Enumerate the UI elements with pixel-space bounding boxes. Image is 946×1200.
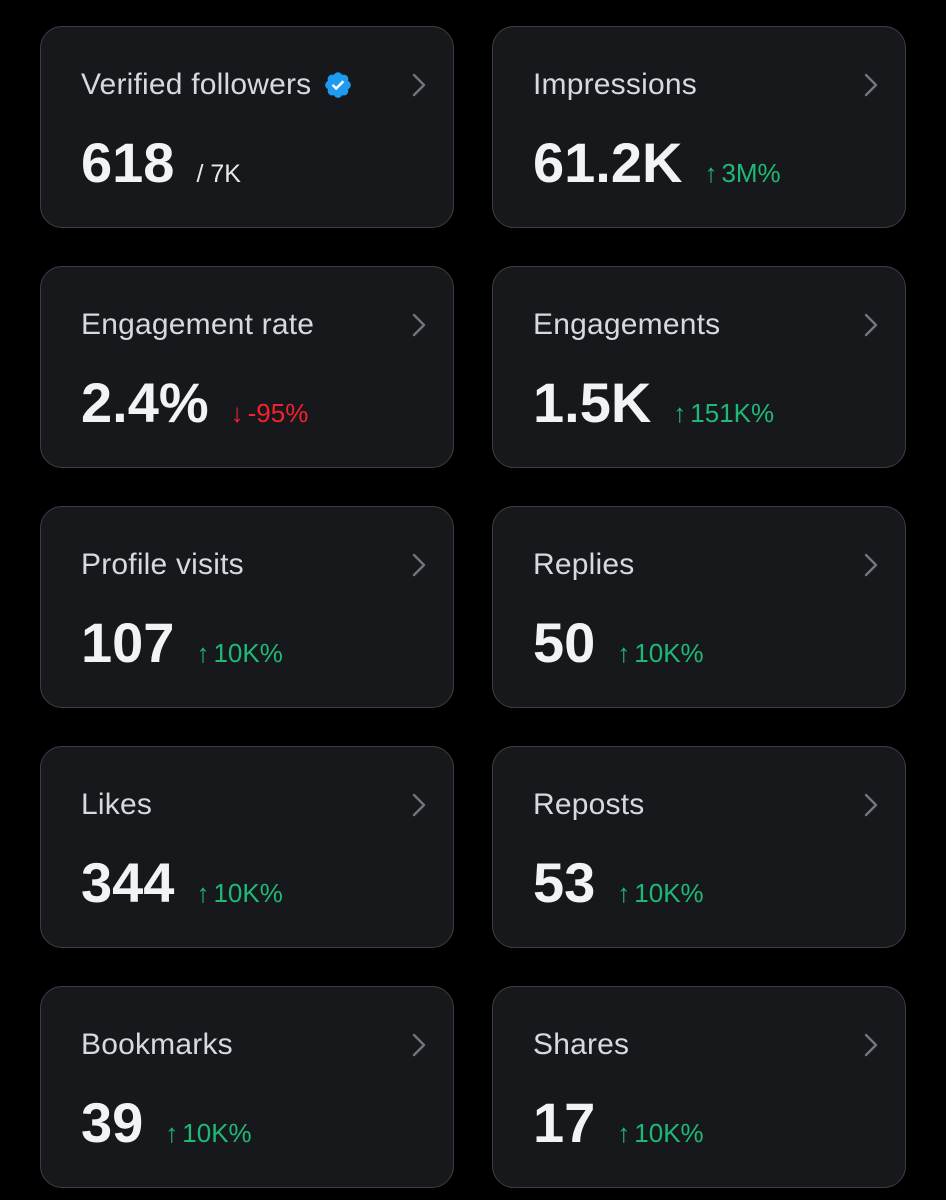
arrow-up-icon: ↑ (196, 638, 210, 668)
value-row: 618 / 7K (81, 131, 241, 195)
card-impressions[interactable]: Impressions 61.2K ↑ 3M% (492, 26, 906, 228)
metric-value: 39 (81, 1091, 144, 1154)
chevron-right-icon[interactable] (407, 551, 431, 579)
value-row: 344 ↑ 10K% (81, 851, 283, 915)
metric-value: 50 (533, 611, 596, 674)
card-engagements[interactable]: Engagements 1.5K ↑ 151K% (492, 266, 906, 468)
metric-change: ↑ 10K% (617, 1118, 703, 1149)
card-title: Likes (81, 788, 153, 821)
arrow-up-icon: ↑ (673, 398, 687, 428)
arrow-up-icon: ↑ (165, 1118, 179, 1148)
change-value: 10K% (182, 1118, 252, 1148)
card-title: Shares (533, 1028, 630, 1061)
chevron-right-icon[interactable] (859, 551, 883, 579)
change-value: 10K% (213, 638, 283, 668)
change-value: 151K% (690, 398, 775, 428)
arrow-up-icon: ↑ (196, 878, 210, 908)
change-value: -95% (247, 398, 309, 428)
metric-value: 53 (533, 851, 596, 914)
card-title-wrap: Bookmarks (81, 1027, 233, 1063)
card-title: Verified followers (81, 68, 312, 101)
value-row: 107 ↑ 10K% (81, 611, 283, 675)
arrow-up-icon: ↑ (617, 878, 631, 908)
value-row: 17 ↑ 10K% (533, 1091, 704, 1155)
card-title-wrap: Shares (533, 1027, 629, 1063)
chevron-right-icon[interactable] (859, 71, 883, 99)
arrow-down-icon: ↓ (230, 398, 244, 428)
change-value: 10K% (213, 878, 283, 908)
metric-change: ↑ 151K% (673, 398, 774, 429)
metrics-grid: Verified followers 618 / 7K Impressions … (40, 26, 906, 1188)
chevron-right-icon[interactable] (859, 791, 883, 819)
metric-change: ↑ 10K% (196, 638, 282, 669)
metric-limit: / 7K (196, 160, 241, 188)
value-row: 53 ↑ 10K% (533, 851, 704, 915)
card-title-wrap: Likes (81, 787, 152, 823)
chevron-right-icon[interactable] (859, 311, 883, 339)
arrow-up-icon: ↑ (617, 638, 631, 668)
card-likes[interactable]: Likes 344 ↑ 10K% (40, 746, 454, 948)
card-title-wrap: Profile visits (81, 547, 244, 583)
card-engagement-rate[interactable]: Engagement rate 2.4% ↓ -95% (40, 266, 454, 468)
metric-change: ↑ 10K% (617, 638, 703, 669)
metric-change: ↑ 10K% (617, 878, 703, 909)
arrow-up-icon: ↑ (704, 158, 718, 188)
card-reposts[interactable]: Reposts 53 ↑ 10K% (492, 746, 906, 948)
metric-value: 107 (81, 611, 175, 674)
value-row: 61.2K ↑ 3M% (533, 131, 781, 195)
chevron-right-icon[interactable] (407, 311, 431, 339)
card-profile-visits[interactable]: Profile visits 107 ↑ 10K% (40, 506, 454, 708)
card-title: Profile visits (81, 548, 244, 581)
value-row: 39 ↑ 10K% (81, 1091, 252, 1155)
change-value: 10K% (634, 1118, 704, 1148)
chevron-right-icon[interactable] (407, 1031, 431, 1059)
change-value: 10K% (634, 638, 704, 668)
value-row: 1.5K ↑ 151K% (533, 371, 774, 435)
metric-value: 17 (533, 1091, 596, 1154)
metric-change: ↑ 10K% (196, 878, 282, 909)
card-shares[interactable]: Shares 17 ↑ 10K% (492, 986, 906, 1188)
value-row: 2.4% ↓ -95% (81, 371, 308, 435)
card-title: Engagement rate (81, 308, 315, 341)
metric-value: 1.5K (533, 371, 652, 434)
card-title-wrap: Reposts (533, 787, 644, 823)
change-value: 10K% (634, 878, 704, 908)
chevron-right-icon[interactable] (407, 71, 431, 99)
card-title-wrap: Replies (533, 547, 634, 583)
metric-change: ↑ 10K% (165, 1118, 251, 1149)
card-title-wrap: Verified followers (81, 67, 353, 103)
card-title: Reposts (533, 788, 645, 821)
card-title-wrap: Impressions (533, 67, 697, 103)
card-title: Bookmarks (81, 1028, 233, 1061)
card-verified-followers[interactable]: Verified followers 618 / 7K (40, 26, 454, 228)
card-title-wrap: Engagements (533, 307, 720, 343)
metric-value: 61.2K (533, 131, 683, 194)
arrow-up-icon: ↑ (617, 1118, 631, 1148)
metric-value: 2.4% (81, 371, 209, 434)
metric-change: ↓ -95% (231, 398, 309, 429)
chevron-right-icon[interactable] (859, 1031, 883, 1059)
card-title: Engagements (533, 308, 721, 341)
verified-badge-icon (325, 72, 352, 98)
metric-value: 618 (81, 131, 175, 194)
card-bookmarks[interactable]: Bookmarks 39 ↑ 10K% (40, 986, 454, 1188)
card-title: Impressions (533, 68, 697, 101)
card-replies[interactable]: Replies 50 ↑ 10K% (492, 506, 906, 708)
metric-value: 344 (81, 851, 175, 914)
card-title: Replies (533, 548, 635, 581)
chevron-right-icon[interactable] (407, 791, 431, 819)
metric-change: ↑ 3M% (704, 158, 780, 189)
change-value: 3M% (721, 158, 781, 188)
card-title-wrap: Engagement rate (81, 307, 314, 343)
value-row: 50 ↑ 10K% (533, 611, 704, 675)
